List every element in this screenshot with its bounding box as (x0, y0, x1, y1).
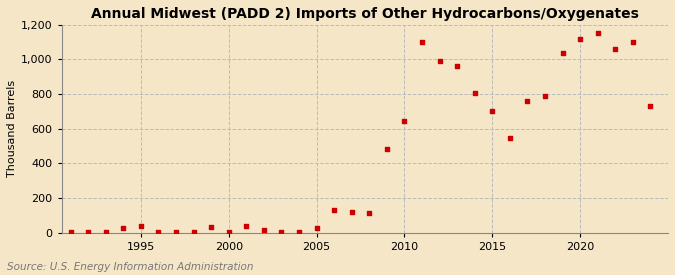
Point (381, 147, 392, 152)
Text: Source: U.S. Energy Information Administration: Source: U.S. Energy Information Administ… (7, 262, 253, 272)
Point (171, 230, 182, 234)
Point (399, 119, 410, 123)
Point (259, 228, 269, 232)
Point (294, 230, 304, 234)
Point (311, 226, 322, 230)
Point (645, 104, 656, 108)
Point (539, 94, 550, 98)
Point (522, 99, 533, 103)
Point (364, 211, 375, 216)
Point (628, 40, 639, 44)
Point (276, 230, 287, 234)
Point (469, 91, 480, 95)
Point (504, 136, 515, 141)
Point (593, 31, 603, 35)
Title: Annual Midwest (PADD 2) Imports of Other Hydrocarbons/Oxygenates: Annual Midwest (PADD 2) Imports of Other… (91, 7, 639, 21)
Point (558, 51, 568, 56)
Y-axis label: Thousand Barrels: Thousand Barrels (7, 80, 17, 177)
Point (188, 230, 199, 234)
Point (153, 230, 164, 234)
Point (329, 208, 340, 212)
Point (241, 224, 252, 229)
Point (434, 59, 445, 64)
Point (487, 109, 497, 114)
Point (83, 230, 94, 234)
Point (416, 40, 427, 44)
Point (101, 230, 111, 234)
Point (610, 47, 621, 51)
Point (65, 230, 76, 234)
Point (346, 210, 357, 214)
Point (206, 225, 217, 230)
Point (118, 226, 129, 230)
Point (136, 223, 146, 228)
Point (452, 64, 462, 69)
Point (223, 230, 234, 234)
Point (575, 37, 586, 41)
